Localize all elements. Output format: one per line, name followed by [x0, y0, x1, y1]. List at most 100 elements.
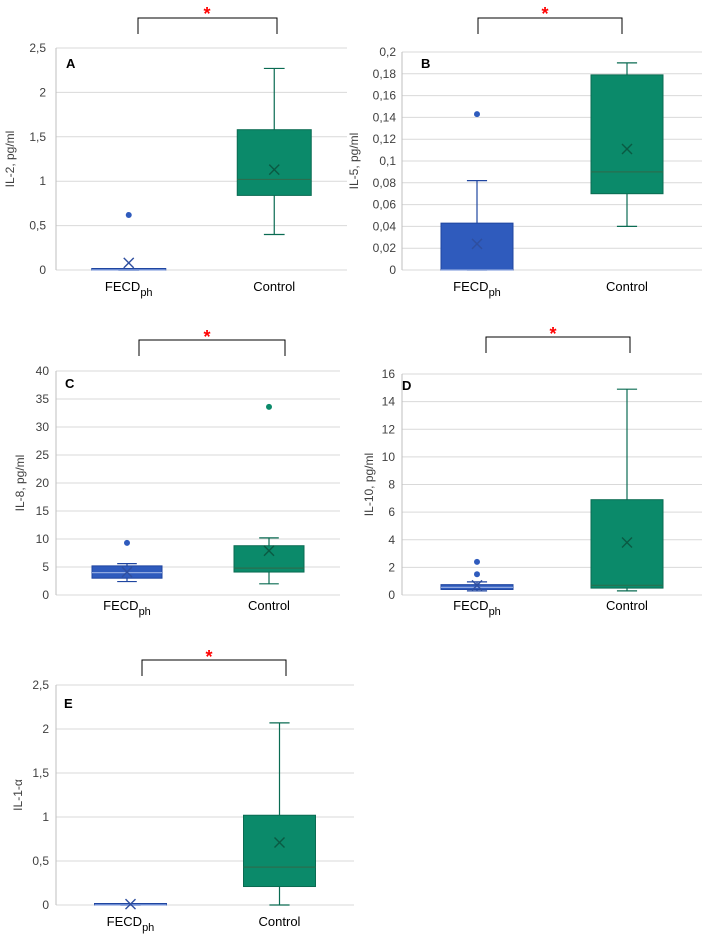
category-label: FECDph: [453, 598, 501, 618]
y-axis-label: IL-10, pg/ml: [362, 453, 376, 516]
y-tick-label: 0,5: [29, 219, 46, 233]
box-fecd: [91, 539, 163, 583]
panel-label: B: [421, 56, 430, 71]
panel-A: 0 0,5 1 1,5 2 2,5 IL-2, pg/ml A FECDph Control *: [3, 4, 347, 299]
mean-marker: [263, 545, 275, 557]
y-tick-label: 6: [388, 505, 395, 519]
y-tick-label: 35: [36, 392, 50, 406]
iqr-box: [236, 129, 312, 196]
box-control: [243, 722, 316, 906]
outlier-point: [474, 111, 480, 118]
y-tick-label: 20: [36, 476, 50, 490]
y-tick-label: 0,16: [373, 89, 397, 103]
mean-marker: [123, 257, 135, 269]
y-tick-label: 0,04: [373, 219, 397, 233]
box-fecd: [94, 898, 167, 910]
outlier-point: [474, 571, 480, 578]
y-tick-label: 12: [382, 422, 396, 436]
y-tick-label: 0: [42, 588, 49, 602]
y-tick-label: 0,14: [373, 110, 397, 124]
significance-bracket: [485, 336, 631, 353]
y-tick-label: 2: [42, 722, 49, 736]
significance-star: *: [203, 4, 210, 24]
box-fecd: [91, 211, 167, 271]
y-tick-label: 14: [382, 395, 396, 409]
box-fecd: [440, 558, 514, 592]
significance-bracket: [141, 659, 287, 676]
y-tick-label: 40: [36, 364, 50, 378]
panel-D: 0 2 4 6 8 10 12 14 16 IL-10, pg/ml D FECDph Control *: [362, 324, 702, 618]
y-tick-label: 0,2: [379, 45, 396, 59]
y-tick-label: 10: [36, 532, 50, 546]
mean-marker: [274, 837, 285, 849]
y-tick-label: 1: [42, 810, 49, 824]
iqr-box: [590, 499, 664, 589]
panel-label: C: [65, 376, 75, 391]
category-label: Control: [248, 598, 290, 613]
y-tick-label: 0: [39, 263, 46, 277]
category-label: Control: [606, 279, 648, 294]
y-tick-label: 0,1: [379, 154, 396, 168]
outlier-point: [266, 403, 272, 410]
y-tick-label: 0,12: [373, 132, 397, 146]
y-tick-label: 0: [42, 898, 49, 912]
category-label: FECDph: [103, 598, 151, 618]
mean-marker: [125, 898, 136, 910]
outlier-point: [124, 539, 130, 546]
panel-E: 0 0,5 1 1,5 2 2,5 IL-1-α E FECDph Control *: [11, 647, 354, 934]
outlier-point: [474, 558, 480, 565]
significance-bracket: [138, 339, 286, 356]
y-tick-label: 16: [382, 367, 396, 381]
mean-marker: [268, 164, 280, 176]
y-tick-label: 0,08: [373, 176, 397, 190]
mean-marker: [121, 566, 133, 578]
y-tick-label: 0,18: [373, 67, 397, 81]
category-label: Control: [606, 598, 648, 613]
y-tick-label: 0,06: [373, 198, 397, 212]
category-label: FECDph: [107, 914, 155, 934]
y-tick-label: 1,5: [32, 766, 49, 780]
mean-marker: [471, 579, 483, 591]
y-axis-label: IL-5, pg/ml: [347, 133, 361, 190]
y-tick-label: 1,5: [29, 130, 46, 144]
category-label: FECDph: [105, 279, 153, 299]
box-fecd: [440, 111, 514, 271]
y-axis-label: IL-1-α: [11, 779, 25, 811]
y-tick-label: 10: [382, 450, 396, 464]
y-tick-label: 30: [36, 420, 50, 434]
iqr-box: [590, 74, 664, 195]
y-tick-label: 2,5: [32, 678, 49, 692]
significance-star: *: [541, 4, 548, 24]
y-tick-label: 0: [388, 588, 395, 602]
mean-marker: [471, 238, 483, 250]
mean-marker: [621, 537, 633, 549]
significance-star: *: [203, 327, 210, 347]
y-tick-label: 0: [389, 263, 396, 277]
significance-star: *: [549, 324, 556, 344]
y-tick-label: 2: [388, 560, 395, 574]
outlier-point: [125, 211, 132, 218]
y-tick-label: 0,5: [32, 854, 49, 868]
panel-label: D: [402, 378, 411, 393]
category-label: Control: [259, 914, 301, 929]
y-tick-label: 1: [39, 174, 46, 188]
y-tick-label: 25: [36, 448, 50, 462]
panel-label: A: [66, 56, 76, 71]
y-tick-label: 8: [388, 478, 395, 492]
box-control: [233, 403, 305, 585]
y-tick-label: 2: [39, 85, 46, 99]
iqr-box: [440, 222, 514, 271]
y-tick-label: 4: [388, 533, 395, 547]
box-control: [590, 62, 664, 227]
category-label: FECDph: [453, 279, 501, 299]
y-tick-label: 0,02: [373, 241, 397, 255]
y-tick-label: 5: [42, 560, 49, 574]
box-control: [236, 67, 312, 236]
y-tick-label: 15: [36, 504, 50, 518]
panel-C: 0 5 10 15 20 25 30 35 40 IL-8, pg/ml C FECDph Contro…: [13, 327, 340, 618]
significance-bracket: [477, 17, 623, 34]
panel-B: 0 0,02 0,04 0,06 0,08 0,1 0,12 0,14 0,16 0,18 0,2 I…: [347, 4, 702, 299]
iqr-box: [243, 814, 316, 888]
panel-label: E: [64, 696, 73, 711]
